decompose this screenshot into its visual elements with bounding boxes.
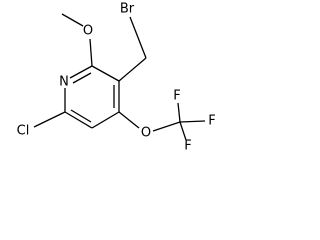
bond [179, 121, 187, 141]
bond [152, 121, 181, 132]
atom-label: N [59, 75, 69, 90]
atom-label: Cl [17, 124, 30, 139]
bond [89, 38, 93, 67]
atom-label: Br [120, 2, 135, 17]
bond [72, 72, 92, 84]
bond [91, 111, 120, 129]
atom-label: F [173, 89, 180, 104]
bond [69, 65, 93, 79]
bond [129, 16, 147, 59]
bond [70, 109, 92, 123]
molecule-diagram: Br O N Cl O F F F [17, 2, 216, 153]
atom-label: O [83, 24, 93, 39]
bond [61, 13, 84, 27]
bond [177, 102, 181, 123]
bond [33, 111, 66, 128]
bond [64, 111, 93, 129]
atom-label: F [184, 139, 191, 153]
atom-label: F [208, 114, 215, 129]
bond [179, 120, 206, 123]
bond [118, 57, 147, 82]
bond [118, 111, 140, 129]
atom-label: O [141, 126, 151, 141]
bond [91, 65, 120, 82]
